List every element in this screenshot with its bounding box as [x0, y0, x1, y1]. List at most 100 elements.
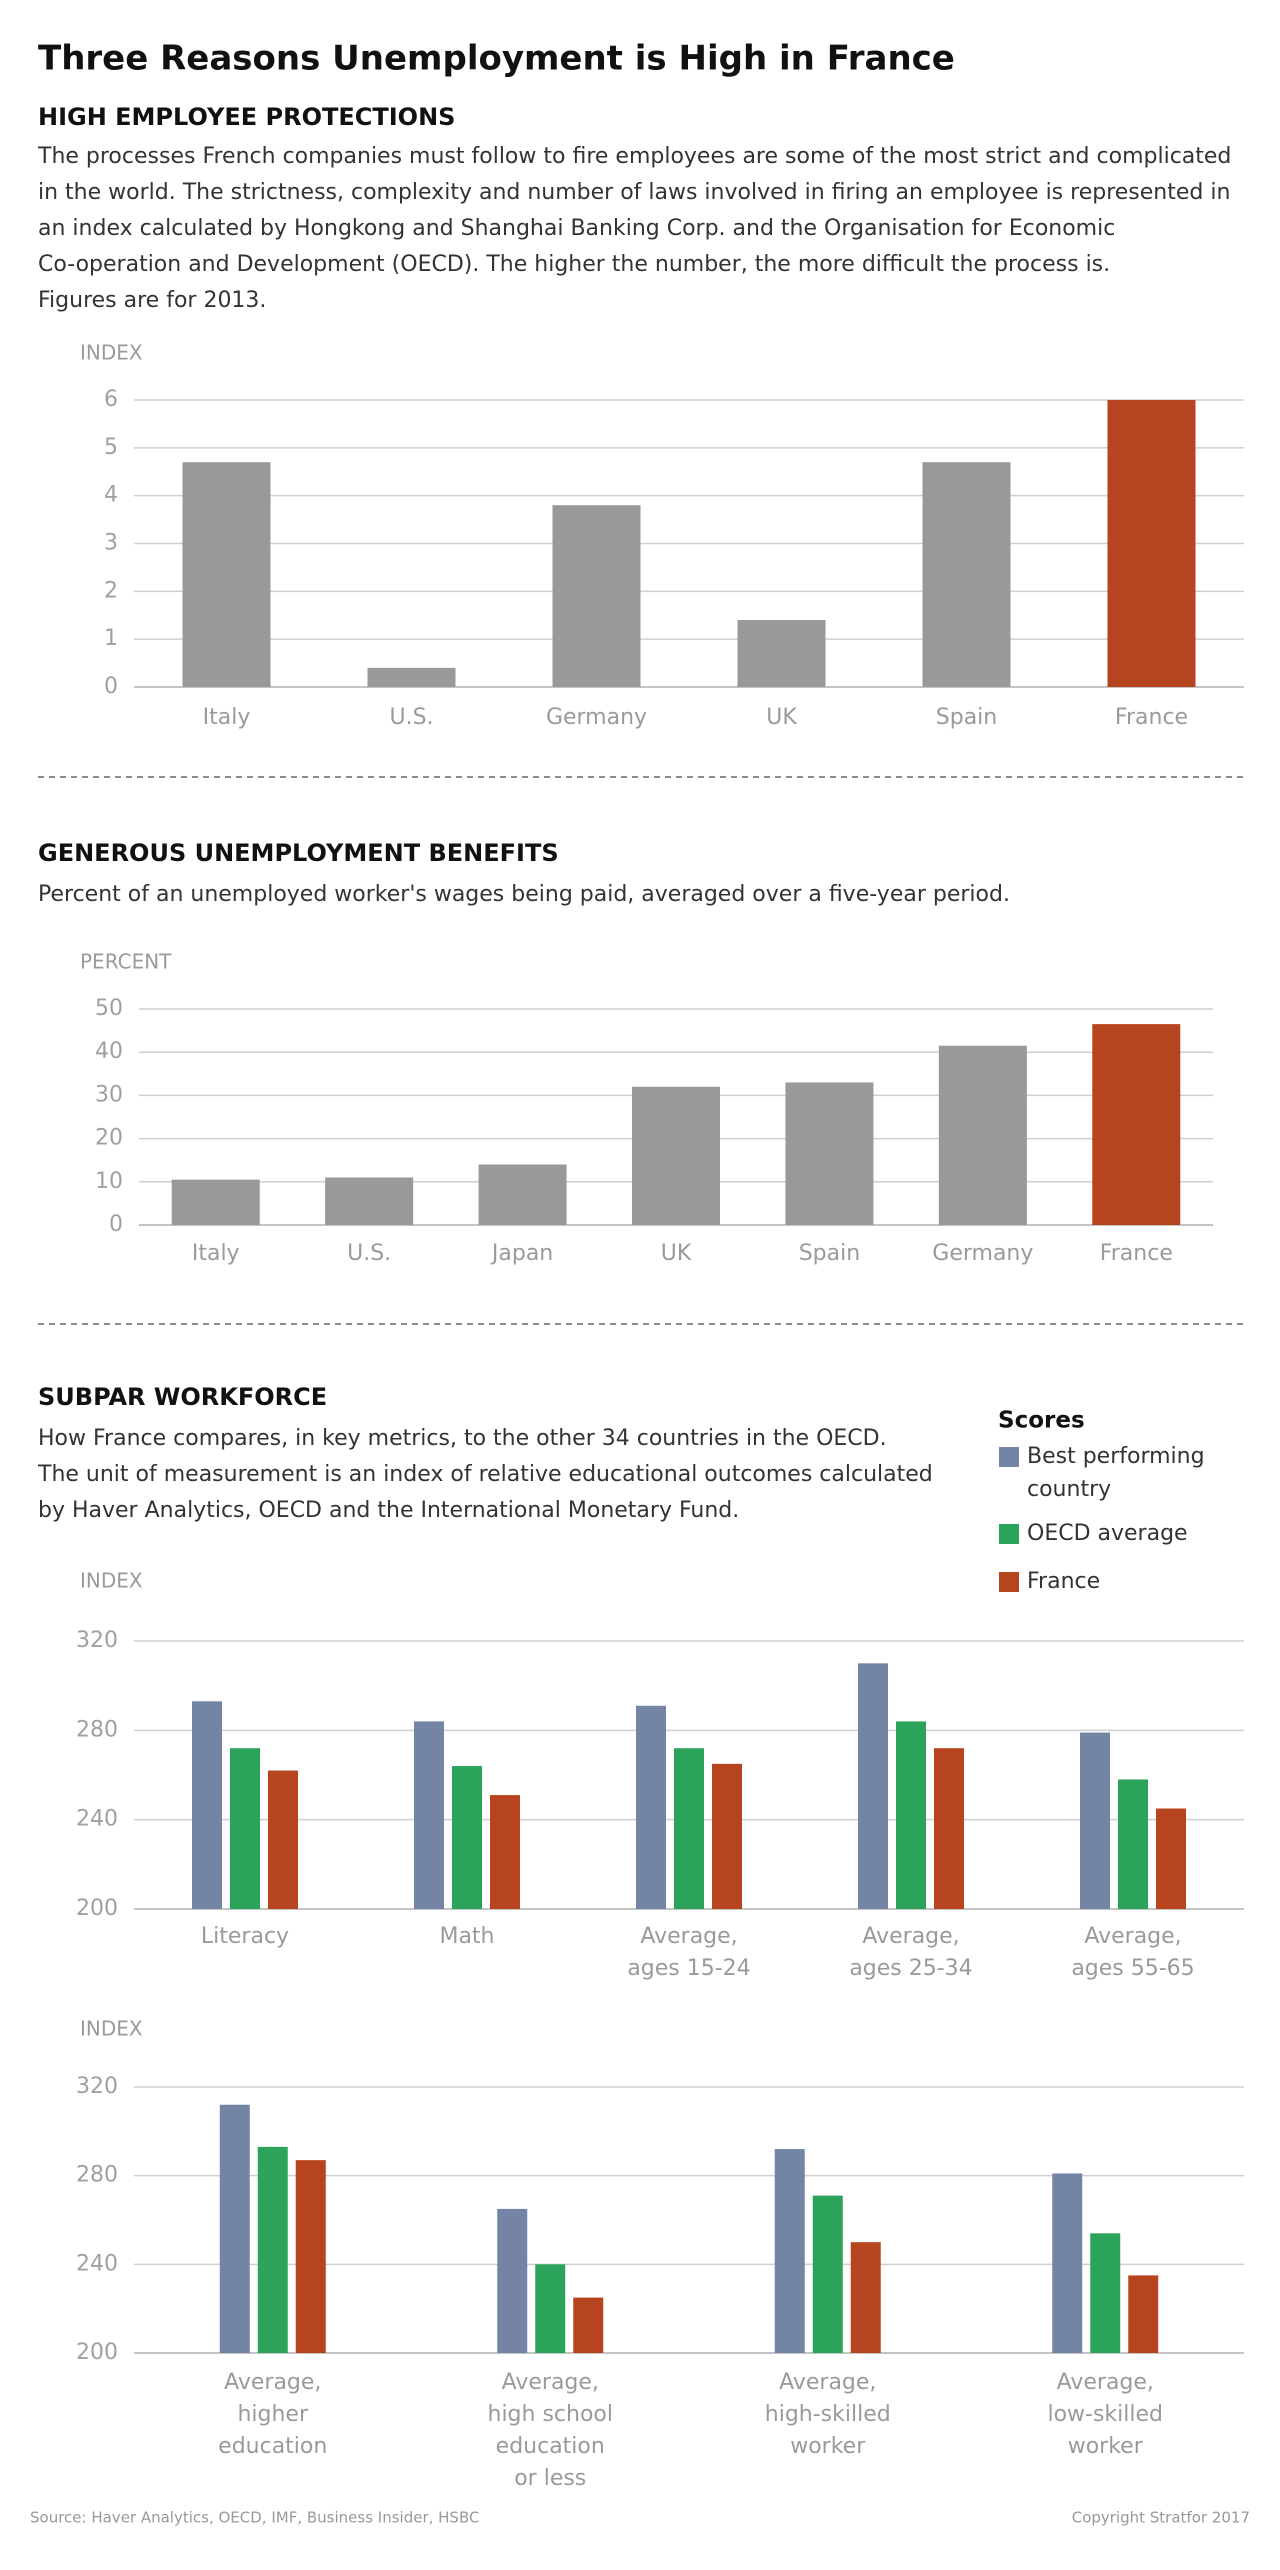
x-tick-label: Average, — [224, 2370, 321, 2395]
x-tick-label: higher — [237, 2402, 308, 2427]
x-tick-label: ages 55-65 — [1071, 1956, 1194, 1981]
section-description: Percent of an unemployed worker's wages … — [38, 882, 1010, 907]
bar — [785, 1082, 874, 1225]
section-title: GENEROUS UNEMPLOYMENT BENEFITS — [38, 839, 559, 867]
section-title: SUBPAR WORKFORCE — [38, 1383, 327, 1411]
x-tick-label: ages 25-34 — [849, 1956, 972, 1981]
bar — [573, 2297, 604, 2353]
x-tick-label: worker — [790, 2434, 866, 2459]
legend-entry: France — [1027, 1569, 1101, 1594]
y-tick-label: 30 — [95, 1082, 123, 1107]
legend-swatch — [999, 1524, 1019, 1544]
section-description: How France compares, in key metrics, to … — [38, 1426, 887, 1451]
bar — [367, 667, 456, 687]
x-tick-label: worker — [1068, 2434, 1144, 2459]
bar — [192, 1701, 222, 1909]
bar — [934, 1748, 964, 1909]
source-note: Source: Haver Analytics, OECD, IMF, Busi… — [30, 2509, 479, 2527]
section-description: by Haver Analytics, OECD and the Interna… — [38, 1498, 739, 1523]
x-tick-label: ages 15-24 — [627, 1956, 750, 1981]
bar — [1156, 1808, 1186, 1909]
bar — [414, 1721, 444, 1909]
copyright: Copyright Stratfor 2017 — [1072, 2509, 1250, 2527]
bar — [774, 2149, 805, 2353]
y-tick-label: 0 — [104, 674, 118, 699]
bar — [636, 1705, 666, 1909]
x-tick-label: Spain — [799, 1241, 860, 1266]
bar — [268, 1770, 298, 1909]
legend-title: Scores — [998, 1408, 1085, 1434]
x-tick-label: Average, — [502, 2370, 599, 2395]
axis-label: INDEX — [80, 341, 143, 365]
x-tick-label: Average, — [862, 1924, 959, 1949]
axis-label: INDEX — [80, 1569, 143, 1593]
x-tick-label: Average, — [640, 1924, 737, 1949]
y-tick-label: 240 — [76, 1807, 118, 1832]
x-tick-label: Literacy — [201, 1924, 289, 1949]
legend-entry: OECD average — [1027, 1521, 1188, 1546]
axis-label: PERCENT — [80, 950, 172, 974]
bar — [674, 1748, 704, 1909]
bar — [1107, 400, 1196, 687]
x-tick-label: high-skilled — [765, 2402, 891, 2427]
bar — [1090, 2233, 1121, 2353]
bar — [1128, 2275, 1159, 2353]
legend-label: Best performing country — [1027, 1444, 1205, 1502]
bar — [219, 2104, 250, 2353]
x-tick-label: Germany — [546, 705, 647, 730]
y-tick-label: 1 — [104, 626, 118, 651]
legend-label: France — [1027, 1569, 1101, 1594]
bar — [1052, 2173, 1083, 2353]
axis-label: INDEX — [80, 2017, 143, 2041]
y-tick-label: 280 — [76, 1717, 118, 1742]
y-tick-label: 240 — [76, 2251, 118, 2276]
x-tick-label: U.S. — [389, 705, 433, 730]
bar — [325, 1177, 414, 1225]
x-tick-label: Italy — [192, 1241, 240, 1266]
x-tick-label: Average, — [1084, 1924, 1181, 1949]
y-tick-label: 50 — [95, 996, 123, 1021]
x-tick-label: Average, — [779, 2370, 876, 2395]
x-tick-label: high school — [488, 2402, 614, 2427]
bar — [552, 505, 641, 687]
y-tick-label: 6 — [104, 387, 118, 412]
section-description: an index calculated by Hongkong and Shan… — [38, 216, 1115, 241]
y-tick-label: 2 — [104, 578, 118, 603]
y-tick-label: 320 — [76, 1628, 118, 1653]
x-tick-label: Italy — [203, 705, 251, 730]
x-tick-label: low-skilled — [1047, 2402, 1163, 2427]
x-tick-label: Germany — [932, 1241, 1033, 1266]
section-description: The unit of measurement is an index of r… — [37, 1462, 933, 1487]
x-tick-label: France — [1100, 1241, 1173, 1266]
bar — [1092, 1024, 1181, 1225]
bar — [535, 2264, 566, 2353]
x-tick-label: France — [1115, 705, 1188, 730]
x-tick-label: UK — [661, 1241, 692, 1266]
y-tick-label: 20 — [95, 1126, 123, 1151]
y-tick-label: 280 — [76, 2163, 118, 2188]
bar — [295, 2160, 326, 2353]
y-tick-label: 200 — [76, 2340, 118, 2365]
section-description: The processes French companies must foll… — [37, 144, 1231, 169]
x-tick-label: education — [218, 2434, 327, 2459]
bar — [938, 1045, 1027, 1225]
section-description: Figures are for 2013. — [38, 288, 266, 313]
x-tick-label: Japan — [490, 1241, 553, 1266]
bar — [171, 1179, 260, 1225]
bar — [490, 1795, 520, 1909]
y-tick-label: 200 — [76, 1896, 118, 1921]
x-tick-label: Spain — [936, 705, 997, 730]
bar — [632, 1086, 720, 1225]
bar — [452, 1766, 482, 1909]
legend-entry: Best performing country — [1027, 1444, 1205, 1502]
legend-label: OECD average — [1027, 1521, 1188, 1546]
bar — [497, 2208, 528, 2353]
y-tick-label: 320 — [76, 2074, 118, 2099]
bar — [712, 1763, 742, 1909]
legend-swatch — [999, 1572, 1019, 1592]
x-tick-label: education — [496, 2434, 605, 2459]
y-tick-label: 4 — [104, 483, 118, 508]
y-tick-label: 3 — [104, 531, 118, 556]
bar — [478, 1164, 567, 1225]
